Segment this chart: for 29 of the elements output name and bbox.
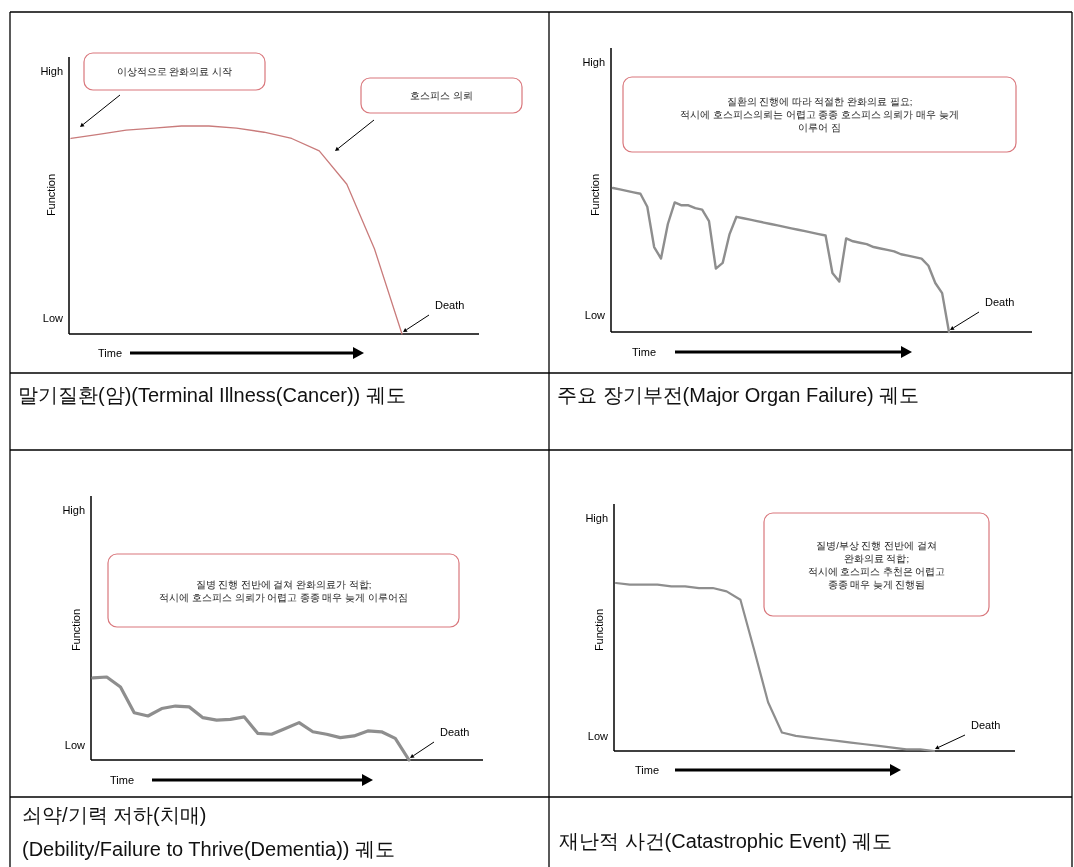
x-axis-title: Time [635, 764, 660, 776]
text: Low [587, 730, 609, 742]
y-axis-title: Function [589, 173, 601, 217]
text: Low [584, 309, 606, 321]
annotation: 질병/부상 진행 전반에 걸쳐 완화의료 적합; 적시에 호스피스 추천은 어렵고 종종 매우 늦게 진행됨 [807, 539, 946, 590]
text: Death [971, 719, 1001, 731]
text: High [40, 65, 63, 77]
x-axis-title: Time [632, 346, 657, 358]
y-axis-title: Function [45, 173, 57, 217]
text: 질환의 진행에 따라 적절한 완화의료 필요; 적시에 호스피스의뢰는 어렵고 종종 호스피스 의뢰가 매우 늦게 이루어 짐 [680, 96, 959, 133]
y-axis-title: Function [593, 608, 605, 652]
text: Death [985, 296, 1015, 308]
text: 호스피스 의뢰 [410, 90, 473, 101]
text: 질병 진행 전반에 걸쳐 완화의료가 적합; 적시에 호스피스 의뢰가 어렵고 종종 매우 늦게 이루어짐 [159, 578, 408, 603]
text: High [62, 504, 85, 516]
text: 말기질환(암)(Terminal Illness(Cancer)) 궤도 [18, 384, 406, 406]
text: Death [435, 299, 465, 311]
text: 쇠약/기력 저하(치매) (Debility/Failure to Thrive(Dementia)) 궤도 [22, 804, 396, 860]
text: 재난적 사건(Catastrophic Event) 궤도 [559, 830, 893, 852]
y-axis-title: Function [70, 608, 82, 652]
text: Low [64, 739, 86, 751]
x-axis-title: Time [98, 347, 123, 359]
text: Death [440, 726, 470, 738]
text: 이상적으로 완화의료 시작 [116, 66, 233, 77]
text: 주요 장기부전(Major Organ Failure) 궤도 [557, 384, 920, 406]
text: High [585, 512, 608, 524]
x-axis-title: Time [110, 774, 135, 786]
annotation: Low [42, 312, 64, 324]
text: High [582, 56, 605, 68]
